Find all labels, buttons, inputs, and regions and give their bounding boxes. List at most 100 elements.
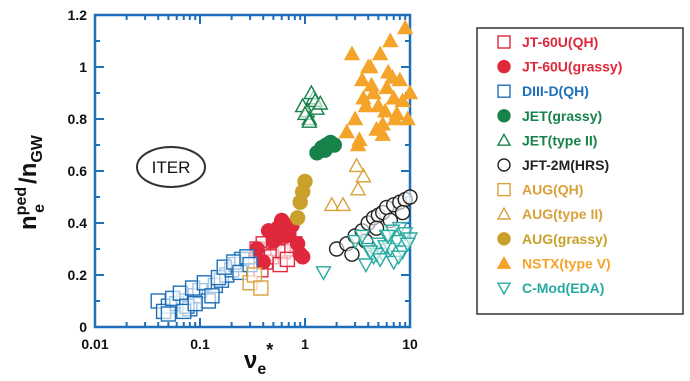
y-tick-label: 0.8 <box>68 111 88 127</box>
data-point <box>204 288 220 304</box>
data-point <box>363 76 380 92</box>
iter-ellipse <box>136 146 206 188</box>
legend-label: JT-60U(grassy) <box>522 59 622 75</box>
data-point <box>385 89 402 105</box>
x-tick-label: 0.1 <box>190 336 210 352</box>
series-aug-qh- <box>242 267 269 296</box>
x-tick-label: 1 <box>301 336 309 352</box>
legend-marker <box>497 158 511 172</box>
series-jet-type-ii- <box>294 84 329 128</box>
x-axis-label: νe* <box>244 340 273 378</box>
legend-marker <box>497 35 511 49</box>
data-point <box>374 126 391 141</box>
legend-label: NSTX(type V) <box>522 255 611 271</box>
legend: JT-60U(QH) JT-60U(grassy) DIII-D(QH) JET(gr… <box>496 34 622 296</box>
data-point <box>160 306 177 322</box>
legend-label: AUG(QH) <box>522 182 583 198</box>
data-point <box>394 204 411 221</box>
data-point <box>362 58 379 74</box>
legend-label: JFT-2M(HRS) <box>522 157 609 173</box>
data-point <box>349 180 367 196</box>
data-point <box>196 275 213 291</box>
data-point <box>279 251 296 268</box>
data-point <box>348 157 365 173</box>
data-point <box>384 68 401 84</box>
data-point <box>357 97 375 113</box>
data-point <box>351 131 368 147</box>
legend-marker <box>496 255 512 269</box>
y-tick-label: 1 <box>79 59 87 75</box>
legend-marker <box>496 132 512 146</box>
data-point <box>317 142 333 158</box>
data-point <box>323 196 340 212</box>
legend-label: JET(type II) <box>522 132 597 148</box>
legend-marker <box>497 84 511 98</box>
series-jet-grassy- <box>309 134 342 161</box>
data-point <box>397 19 414 35</box>
series-c-mod-eda- <box>315 221 419 281</box>
data-point <box>401 84 419 100</box>
legend-label: AUG(grassy) <box>522 231 608 247</box>
data-point <box>371 45 389 61</box>
y-tick-label: 1.2 <box>68 7 88 23</box>
data-point <box>346 234 364 250</box>
data-point <box>176 303 192 320</box>
data-point <box>297 173 313 190</box>
data-point <box>338 123 355 139</box>
y-tick-label: 0.6 <box>68 163 88 179</box>
legend-label: JET(grassy) <box>522 108 602 124</box>
y-axis-label: npede/nGW <box>13 134 48 230</box>
series-nstx-type-v- <box>338 19 419 152</box>
legend-marker <box>497 182 511 197</box>
data-point <box>246 267 263 283</box>
data-point <box>343 45 361 61</box>
legend-marker <box>497 232 511 246</box>
data-point <box>312 94 329 110</box>
data-point <box>255 254 271 270</box>
data-point <box>357 258 375 274</box>
data-point <box>301 113 318 128</box>
x-tick-label: 0.01 <box>81 336 108 352</box>
series-aug-grassy- <box>289 173 313 226</box>
iter-annotation: ITER <box>152 158 191 177</box>
y-tick-label: 0.2 <box>68 267 88 283</box>
data-point <box>353 71 371 87</box>
data-point <box>265 233 282 249</box>
data-point <box>187 295 203 312</box>
legend-label: JT-60U(QH) <box>522 34 598 50</box>
data-point <box>344 246 360 262</box>
data-point <box>353 229 371 245</box>
data-point <box>289 210 306 226</box>
data-point <box>402 189 418 205</box>
data-point <box>390 250 407 266</box>
legend-marker <box>496 206 512 220</box>
data-point <box>382 32 399 48</box>
y-tick-label: 0 <box>79 319 87 335</box>
x-tick-label: 10 <box>402 336 418 352</box>
data-point <box>394 92 411 108</box>
legend-marker <box>497 109 511 123</box>
series-diii-d-qh- <box>150 249 258 322</box>
data-point <box>378 79 395 95</box>
data-point <box>376 102 394 118</box>
legend-marker <box>497 59 511 74</box>
data-point <box>355 167 372 183</box>
legend-label: DIII-D(QH) <box>522 83 589 99</box>
data-point <box>294 249 311 265</box>
data-points <box>150 19 419 322</box>
data-point <box>371 253 389 268</box>
legend-label: AUG(type II) <box>522 206 603 222</box>
series-aug-type-ii- <box>323 157 372 212</box>
data-point <box>386 110 404 126</box>
legend-label: C-Mod(EDA) <box>522 280 604 296</box>
data-point <box>253 280 269 296</box>
data-point <box>355 89 372 105</box>
data-point <box>399 237 416 253</box>
data-point <box>370 97 387 113</box>
data-point <box>376 240 394 255</box>
legend-box <box>476 27 684 315</box>
data-point <box>346 110 364 126</box>
data-point <box>380 229 397 245</box>
